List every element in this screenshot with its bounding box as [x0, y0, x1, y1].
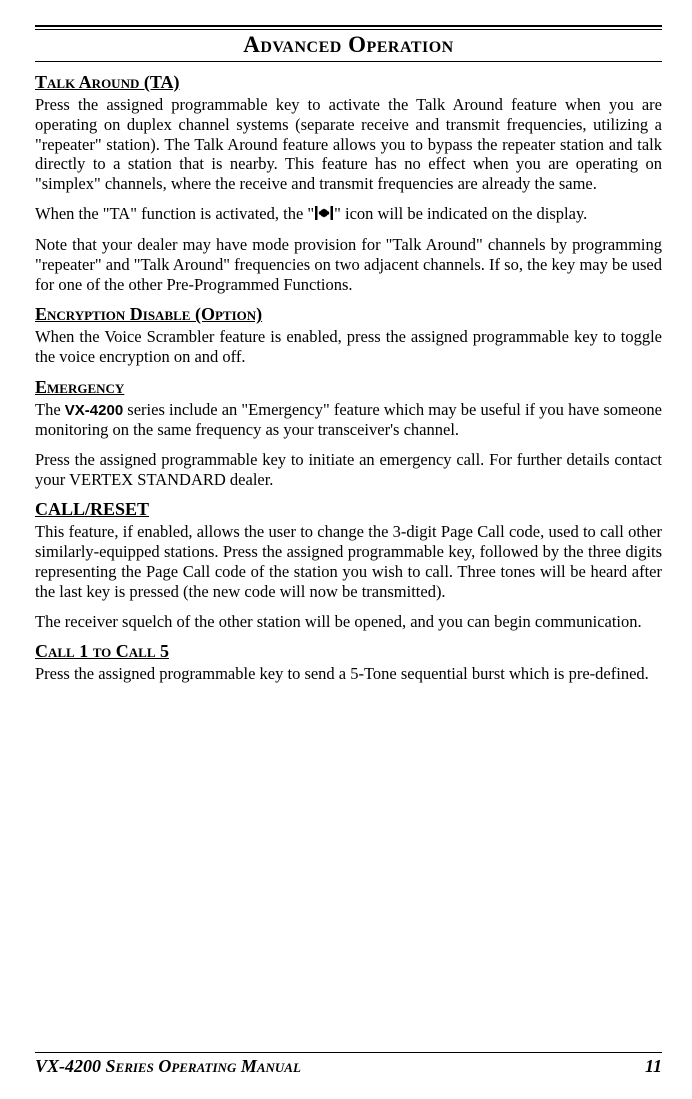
para-cr-2: The receiver squelch of the other statio… [35, 612, 662, 632]
talk-around-icon [315, 205, 333, 225]
para-em-2: Press the assigned programmable key to i… [35, 450, 662, 490]
chapter-title-text: Advanced Operation [35, 29, 662, 58]
para-em-1: The VX-4200 series include an "Emergency… [35, 400, 662, 440]
footer-manual-title: VX-4200 Series Operating Manual [35, 1056, 301, 1077]
para-ta-2: When the "TA" function is activated, the… [35, 204, 662, 225]
para-c15-1: Press the assigned programmable key to s… [35, 664, 662, 684]
em-p1-post: series include an "Emergency" feature wh… [35, 400, 662, 439]
footer-page-number: 11 [645, 1056, 662, 1077]
ta-p2-post: " icon will be indicated on the display. [334, 204, 587, 223]
heading-emergency: Emergency [35, 377, 662, 398]
section-encryption: Encryption Disable (Option) When the Voi… [35, 304, 662, 367]
em-p1-pre: The [35, 400, 65, 419]
heading-call-1-5: Call 1 to Call 5 [35, 641, 662, 662]
para-ta-3: Note that your dealer may have mode prov… [35, 235, 662, 294]
para-cr-1: This feature, if enabled, allows the use… [35, 522, 662, 601]
model-name: VX-4200 [65, 402, 123, 419]
heading-talk-around: Talk Around (TA) [35, 72, 662, 93]
chapter-title: Advanced Operation [35, 25, 662, 62]
page-footer: VX-4200 Series Operating Manual 11 [35, 1052, 662, 1077]
heading-encryption: Encryption Disable (Option) [35, 304, 662, 325]
para-enc-1: When the Voice Scrambler feature is enab… [35, 327, 662, 367]
section-call-1-5: Call 1 to Call 5 Press the assigned prog… [35, 641, 662, 684]
section-talk-around: Talk Around (TA) Press the assigned prog… [35, 72, 662, 294]
heading-call-reset: CALL/RESET [35, 499, 662, 520]
ta-p2-pre: When the "TA" function is activated, the… [35, 204, 314, 223]
section-call-reset: CALL/RESET This feature, if enabled, all… [35, 499, 662, 631]
section-emergency: Emergency The VX-4200 series include an … [35, 377, 662, 489]
para-ta-1: Press the assigned programmable key to a… [35, 95, 662, 194]
